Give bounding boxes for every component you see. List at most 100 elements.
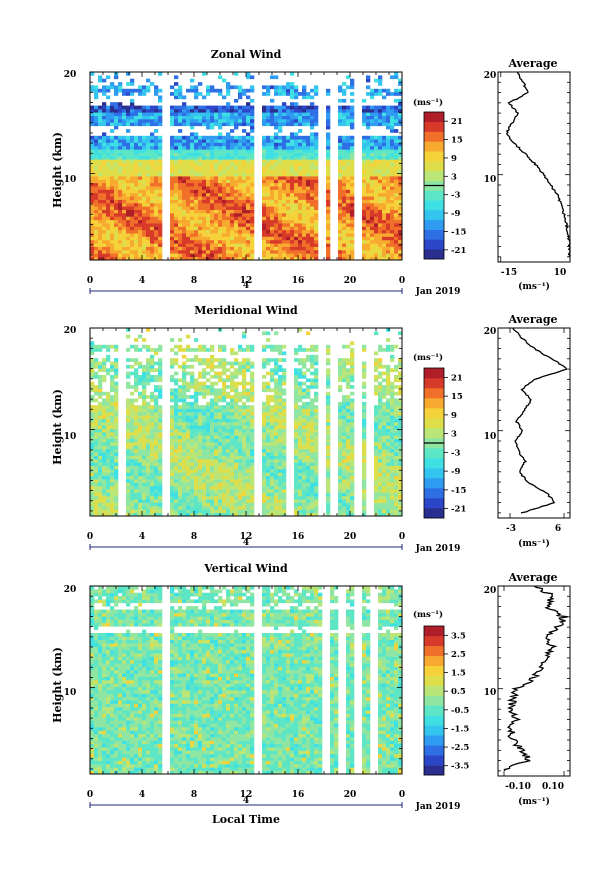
heatmap-cell	[214, 256, 219, 261]
heatmap-cell	[246, 155, 251, 160]
heatmap-cell	[142, 398, 147, 403]
heatmap-cell	[250, 145, 255, 150]
heatmap-cell	[206, 475, 211, 480]
heatmap-cell	[398, 142, 403, 147]
heatmap-cell	[246, 102, 251, 106]
heatmap-cell	[366, 125, 371, 130]
heatmap-cell	[186, 119, 191, 123]
zonal-xtick-4: 4	[139, 276, 145, 286]
heatmap-cell	[90, 135, 95, 140]
heatmap-cell	[130, 115, 135, 120]
heatmap-cell	[250, 169, 255, 174]
heatmap-cell	[170, 448, 175, 453]
heatmap-cell	[262, 206, 267, 210]
heatmap-cell	[178, 169, 183, 174]
heatmap-cell	[230, 142, 235, 147]
heatmap-cell	[146, 159, 151, 163]
heatmap-cell	[206, 385, 211, 389]
heatmap-cell	[278, 189, 283, 194]
heatmap-cell	[278, 172, 283, 177]
heatmap-cell	[278, 223, 283, 227]
heatmap-cell	[150, 176, 155, 180]
heatmap-cell	[102, 186, 107, 190]
heatmap-cell	[174, 469, 179, 473]
heatmap-cell	[310, 142, 315, 147]
heatmap-cell	[94, 108, 99, 113]
heatmap-cell	[106, 145, 111, 150]
heatmap-cell	[150, 418, 155, 423]
heatmap-cell	[378, 223, 383, 227]
heatmap-cell	[206, 256, 211, 261]
heatmap-cell	[206, 415, 211, 419]
heatmap-cell	[298, 92, 303, 96]
heatmap-cell	[198, 216, 203, 221]
heatmap-cell	[118, 209, 123, 214]
heatmap-cell	[218, 408, 223, 413]
heatmap-cell	[114, 418, 119, 423]
heatmap-cell	[230, 505, 235, 510]
heatmap-cell	[194, 415, 199, 419]
heatmap-cell	[326, 223, 331, 227]
heatmap-cell	[238, 226, 243, 231]
heatmap-cell	[130, 462, 135, 466]
heatmap-cell	[150, 505, 155, 510]
heatmap-cell	[234, 358, 239, 362]
heatmap-cell	[198, 479, 203, 483]
heatmap-cell	[90, 182, 95, 187]
heatmap-cell	[234, 475, 239, 480]
heatmap-cell	[202, 192, 207, 197]
heatmap-cell	[202, 176, 207, 180]
heatmap-cell	[206, 458, 211, 463]
heatmap-cell	[366, 92, 371, 96]
heatmap-cell	[382, 199, 387, 204]
heatmap-cell	[170, 475, 175, 480]
heatmap-cell	[194, 348, 199, 352]
heatmap-cell	[234, 391, 239, 396]
heatmap-cell	[110, 375, 115, 379]
heatmap-cell	[246, 388, 251, 393]
heatmap-cell	[146, 249, 151, 254]
heatmap-cell	[142, 344, 147, 349]
heatmap-cell	[222, 166, 227, 170]
heatmap-cell	[242, 256, 247, 261]
heatmap-cell	[398, 172, 403, 177]
heatmap-cell	[158, 202, 163, 207]
heatmap-cell	[302, 199, 307, 204]
heatmap-cell	[346, 135, 351, 140]
heatmap-cell	[250, 122, 255, 127]
heatmap-cell	[210, 179, 215, 184]
heatmap-cell	[294, 209, 299, 214]
heatmap-cell	[130, 458, 135, 463]
heatmap-cell	[94, 216, 99, 221]
heatmap-cell	[390, 179, 395, 184]
heatmap-cell	[146, 192, 151, 197]
heatmap-cell	[194, 226, 199, 231]
heatmap-cell	[142, 172, 147, 177]
heatmap-cell	[342, 202, 347, 207]
heatmap-cell	[182, 196, 187, 200]
heatmap-cell	[210, 192, 215, 197]
heatmap-cell	[118, 112, 123, 116]
heatmap-cell	[270, 108, 275, 113]
heatmap-cell	[242, 381, 247, 386]
heatmap-cell	[266, 85, 271, 90]
heatmap-cell	[282, 122, 287, 127]
heatmap-cell	[314, 179, 319, 184]
heatmap-cell	[194, 172, 199, 177]
heatmap-cell	[158, 105, 163, 110]
heatmap-cell	[350, 199, 355, 204]
heatmap-cell	[210, 375, 215, 379]
heatmap-cell	[266, 152, 271, 157]
heatmap-cell	[218, 458, 223, 463]
heatmap-cell	[174, 475, 179, 480]
heatmap-cell	[174, 492, 179, 497]
heatmap-cell	[110, 243, 115, 247]
heatmap-cell	[94, 169, 99, 174]
heatmap-cell	[106, 482, 111, 487]
heatmap-cell	[174, 75, 179, 80]
heatmap-cell	[90, 115, 95, 120]
heatmap-cell	[278, 159, 283, 163]
heatmap-cell	[218, 485, 223, 490]
heatmap-cell	[102, 512, 107, 517]
